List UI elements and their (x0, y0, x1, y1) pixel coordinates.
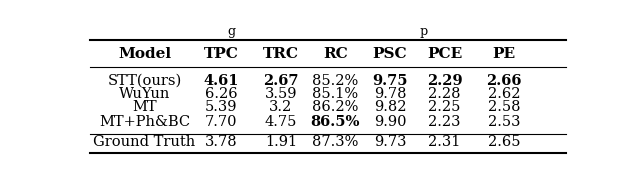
Text: 4.61: 4.61 (204, 73, 239, 88)
Text: 9.78: 9.78 (374, 87, 406, 101)
Text: 3.2: 3.2 (269, 100, 292, 114)
Text: TRC: TRC (263, 47, 299, 61)
Text: 85.1%: 85.1% (312, 87, 358, 101)
Text: 2.23: 2.23 (428, 115, 461, 129)
Text: 2.66: 2.66 (486, 73, 522, 88)
Text: 1.91: 1.91 (265, 135, 297, 149)
Text: 2.58: 2.58 (488, 100, 520, 114)
Text: Ground Truth: Ground Truth (93, 135, 196, 149)
Text: 9.75: 9.75 (372, 73, 408, 88)
Text: 5.39: 5.39 (205, 100, 237, 114)
Text: 2.65: 2.65 (488, 135, 520, 149)
Text: STT(ours): STT(ours) (108, 73, 182, 88)
Text: RC: RC (323, 47, 348, 61)
Text: 2.28: 2.28 (428, 87, 461, 101)
Text: 86.2%: 86.2% (312, 100, 358, 114)
Text: 86.5%: 86.5% (310, 115, 360, 129)
Text: PSC: PSC (372, 47, 407, 61)
Text: 9.90: 9.90 (374, 115, 406, 129)
Text: 85.2%: 85.2% (312, 73, 358, 88)
Text: g                                              p: g p (228, 25, 428, 38)
Text: 9.82: 9.82 (374, 100, 406, 114)
Text: 7.70: 7.70 (205, 115, 237, 129)
Text: 3.59: 3.59 (264, 87, 297, 101)
Text: PCE: PCE (427, 47, 462, 61)
Text: 2.67: 2.67 (263, 73, 299, 88)
Text: 2.25: 2.25 (428, 100, 461, 114)
Text: 6.26: 6.26 (205, 87, 237, 101)
Text: 9.73: 9.73 (374, 135, 406, 149)
Text: WuYun: WuYun (119, 87, 170, 101)
Text: MT: MT (132, 100, 157, 114)
Text: 2.29: 2.29 (427, 73, 462, 88)
Text: 2.31: 2.31 (428, 135, 461, 149)
Text: 2.62: 2.62 (488, 87, 520, 101)
Text: 87.3%: 87.3% (312, 135, 358, 149)
Text: 2.53: 2.53 (488, 115, 520, 129)
Text: Model: Model (118, 47, 171, 61)
Text: 3.78: 3.78 (205, 135, 237, 149)
Text: PE: PE (493, 47, 516, 61)
Text: 4.75: 4.75 (265, 115, 297, 129)
Text: TPC: TPC (204, 47, 239, 61)
Text: MT+Ph&BC: MT+Ph&BC (99, 115, 190, 129)
